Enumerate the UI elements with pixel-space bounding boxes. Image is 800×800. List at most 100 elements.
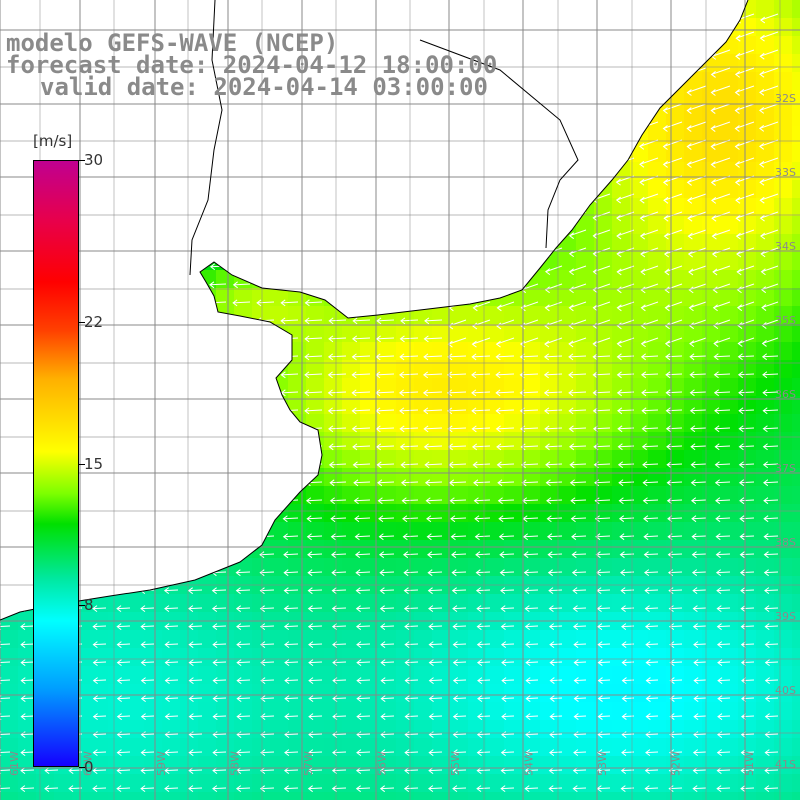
wind-arrow [547, 569, 563, 577]
wind-speed-cell [432, 288, 451, 307]
wind-arrow [617, 461, 635, 469]
wind-speed-cell [522, 36, 541, 55]
wind-arrow [308, 659, 323, 667]
wind-arrow [351, 407, 371, 415]
wind-arrow [19, 425, 35, 433]
wind-arrow [116, 749, 131, 757]
wind-arrow [115, 191, 131, 199]
wind-arrow [185, 281, 203, 289]
wind-speed-cell [792, 630, 800, 649]
wind-speed-cell [252, 324, 271, 343]
wind-arrow [710, 157, 731, 168]
wind-arrow [233, 371, 251, 379]
wind-arrow [404, 749, 419, 757]
wind-arrow [0, 191, 11, 199]
wind-arrow [713, 371, 731, 379]
wind-speed-cell [612, 450, 631, 469]
wind-arrow [329, 281, 347, 289]
wind-speed-cell [666, 306, 685, 325]
wind-arrow [92, 623, 107, 631]
wind-arrow [497, 497, 515, 505]
wind-arrow [162, 371, 179, 379]
wind-speed-cell [414, 234, 433, 253]
wind-speed-cell [108, 126, 127, 145]
wind-speed-cell [648, 720, 667, 739]
wind-speed-cell [720, 378, 739, 397]
wind-arrow [740, 587, 755, 595]
wind-speed-cell [720, 594, 739, 613]
wind-speed-cell [306, 198, 325, 217]
wind-speed-cell [234, 504, 253, 523]
wind-speed-cell [162, 180, 181, 199]
wind-speed-cell [486, 324, 505, 343]
wind-speed-cell [612, 522, 631, 541]
wind-speed-cell [324, 252, 343, 271]
wind-speed-cell [342, 288, 361, 307]
wind-arrow [162, 461, 179, 469]
wind-arrow [91, 533, 107, 541]
wind-arrow [233, 407, 251, 415]
wind-arrow [427, 551, 443, 559]
wind-arrow [428, 605, 443, 613]
wind-arrow [573, 749, 587, 757]
wind-speed-cell [702, 486, 721, 505]
wind-arrow [92, 677, 107, 685]
wind-speed-cell [666, 270, 685, 289]
wind-speed-cell [324, 414, 343, 433]
wind-arrow [447, 407, 467, 415]
wind-speed-cell [576, 720, 595, 739]
wind-speed-cell [252, 108, 271, 127]
wind-speed-cell [108, 414, 127, 433]
wind-speed-cell [738, 306, 757, 325]
wind-arrow [186, 371, 203, 379]
wind-arrow [331, 587, 347, 595]
wind-speed-cell [288, 342, 307, 361]
wind-speed-cell [648, 432, 667, 451]
wind-speed-cell [342, 540, 361, 559]
wind-arrow [19, 569, 35, 577]
wind-speed-cell [270, 324, 289, 343]
wind-arrow [471, 407, 491, 415]
wind-speed-cell [702, 126, 721, 145]
wind-arrow [305, 281, 323, 289]
wind-arrow [710, 121, 731, 132]
wind-speed-cell [522, 468, 541, 487]
wind-speed-cell [702, 522, 721, 541]
wind-arrow [209, 425, 227, 433]
wind-speed-cell [666, 630, 685, 649]
wind-arrow [545, 461, 563, 469]
wind-arrow [495, 425, 515, 433]
wind-arrow [450, 13, 467, 23]
wind-speed-cell [738, 684, 757, 703]
wind-arrow [573, 713, 587, 720]
wind-arrow [114, 407, 131, 415]
wind-arrow [594, 515, 611, 523]
wind-speed-cell [630, 432, 649, 451]
wind-speed-cell [486, 594, 505, 613]
wind-arrow [306, 515, 323, 523]
wind-arrow [331, 569, 347, 577]
wind-speed-cell [522, 252, 541, 271]
wind-speed-cell [324, 270, 343, 289]
wind-speed-cell [234, 792, 253, 800]
wind-speed-cell [144, 126, 163, 145]
wind-arrow [569, 31, 587, 42]
wind-speed-cell [288, 648, 307, 667]
wind-speed-cell [378, 702, 397, 721]
wind-speed-cell [540, 792, 559, 800]
wind-arrow [525, 677, 539, 684]
wind-arrow [548, 587, 563, 595]
wind-arrow [236, 677, 251, 685]
wind-speed-cell [396, 270, 415, 289]
wind-arrow [378, 191, 395, 199]
wind-arrow [473, 479, 491, 487]
wind-speed-cell [306, 792, 325, 800]
wind-speed-cell [576, 522, 595, 541]
wind-speed-cell [198, 702, 217, 721]
wind-speed-cell [666, 72, 685, 91]
wind-speed-cell [630, 0, 649, 19]
wind-arrow [663, 49, 683, 60]
wind-speed-cell [108, 720, 127, 739]
